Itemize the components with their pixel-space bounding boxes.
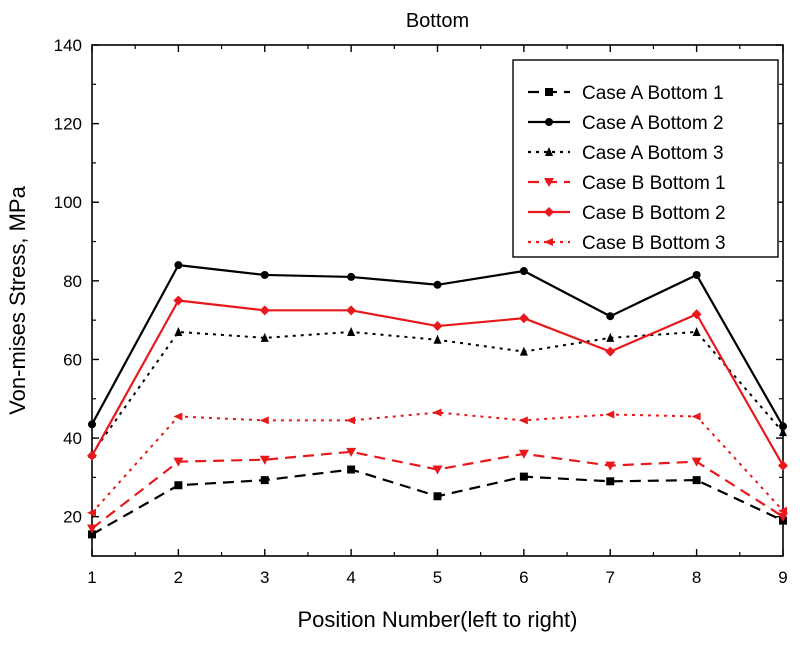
data-point-s6	[346, 416, 356, 425]
y-tick-label: 140	[54, 36, 82, 55]
legend-label: Case A Bottom 1	[582, 83, 724, 104]
data-point-s3	[519, 346, 528, 356]
data-point-s6	[173, 412, 183, 421]
data-point-s2	[692, 270, 701, 279]
chart-title: Bottom	[406, 10, 469, 32]
data-point-s5	[346, 305, 357, 316]
data-point-s1	[88, 530, 96, 539]
data-point-s5	[173, 295, 184, 306]
series-line-2	[91, 264, 784, 427]
legend-label: Case A Bottom 3	[582, 143, 724, 164]
data-point-s1	[260, 476, 269, 485]
y-tick-label: 80	[63, 272, 82, 291]
x-tick-label: 2	[174, 568, 183, 587]
data-point-s6	[691, 412, 701, 421]
data-point-s4	[778, 512, 788, 522]
x-tick-label: 3	[260, 568, 269, 587]
data-point-s6	[259, 416, 269, 425]
series-line-4	[91, 450, 784, 530]
data-point-s4	[259, 455, 270, 465]
data-point-s1	[606, 477, 615, 486]
data-point-s2	[519, 267, 528, 276]
data-point-s5	[778, 460, 788, 471]
data-point-s4	[173, 457, 184, 467]
data-point-s4	[346, 447, 357, 457]
x-tick-label: 1	[87, 568, 96, 587]
data-point-s4	[87, 524, 97, 534]
legend-marker	[545, 88, 553, 96]
x-tick-label: 8	[692, 568, 701, 587]
legend-label: Case B Bottom 1	[582, 173, 726, 194]
y-tick-label: 40	[63, 429, 82, 448]
data-point-s2	[779, 422, 787, 431]
data-point-s3	[433, 334, 442, 344]
legend-box	[512, 59, 779, 258]
legend-label: Case B Bottom 2	[582, 203, 726, 224]
data-point-s1	[692, 476, 701, 485]
data-point-s6	[778, 506, 787, 515]
series-line-1	[91, 468, 784, 536]
data-point-s4	[605, 461, 616, 471]
y-tick-label: 20	[63, 508, 82, 527]
data-point-s2	[606, 312, 615, 321]
legend-marker	[545, 118, 553, 126]
x-tick-label: 5	[433, 568, 442, 587]
data-point-s3	[606, 332, 615, 342]
legend-marker	[544, 238, 553, 246]
data-point-s1	[174, 481, 183, 490]
series-line-3	[91, 330, 784, 455]
data-point-s6	[518, 416, 528, 425]
data-point-s4	[691, 457, 702, 467]
legend-label: Case B Bottom 3	[582, 233, 726, 254]
data-point-s2	[174, 261, 183, 270]
data-point-s5	[432, 321, 443, 332]
legend-marker	[545, 147, 553, 156]
data-point-s1	[433, 492, 442, 501]
legend-marker	[544, 178, 554, 187]
data-point-s6	[605, 410, 615, 419]
legend-marker	[544, 207, 554, 217]
legend-label: Case A Bottom 2	[582, 113, 724, 134]
x-tick-label: 9	[778, 568, 787, 587]
data-point-s2	[347, 272, 356, 281]
y-tick-label: 60	[63, 350, 82, 369]
data-point-s1	[347, 465, 356, 474]
y-axis-title: Von-mises Stress, MPa	[5, 185, 30, 414]
data-point-s3	[692, 326, 701, 336]
data-point-s6	[87, 508, 96, 517]
data-point-s2	[260, 270, 269, 279]
x-tick-label: 6	[519, 568, 528, 587]
data-point-s5	[691, 309, 702, 320]
data-point-s4	[432, 465, 443, 475]
data-point-s3	[260, 332, 269, 342]
x-axis-title: Position Number(left to right)	[298, 607, 578, 632]
data-point-s6	[432, 408, 442, 417]
data-point-s5	[87, 450, 97, 461]
x-tick-label: 4	[346, 568, 355, 587]
data-point-s3	[174, 326, 183, 336]
y-tick-label: 100	[54, 193, 82, 212]
data-point-s5	[518, 313, 529, 324]
data-point-s4	[518, 449, 529, 459]
y-tick-label: 120	[54, 115, 82, 134]
data-point-s5	[259, 305, 270, 316]
data-point-s1	[519, 472, 528, 481]
data-point-s2	[433, 280, 442, 289]
data-point-s5	[605, 346, 616, 357]
data-point-s3	[347, 326, 356, 336]
x-tick-label: 7	[606, 568, 615, 587]
data-point-s3	[779, 427, 787, 437]
data-point-s2	[88, 420, 96, 429]
